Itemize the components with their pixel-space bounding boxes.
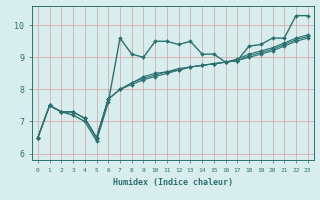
- X-axis label: Humidex (Indice chaleur): Humidex (Indice chaleur): [113, 178, 233, 187]
